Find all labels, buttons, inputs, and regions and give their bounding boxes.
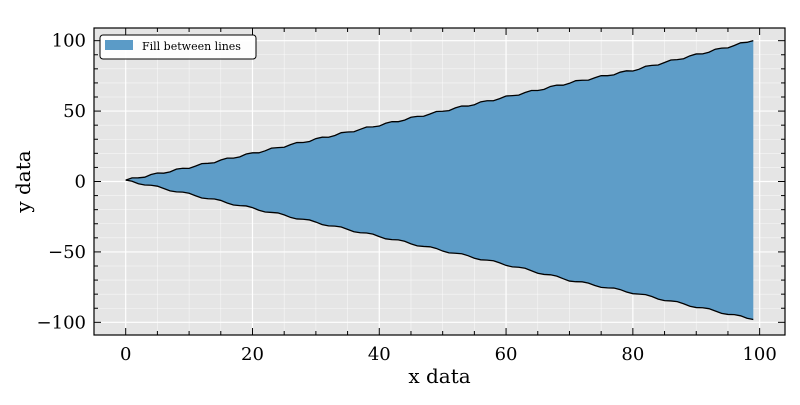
y-tick-label: −100	[37, 312, 86, 333]
x-tick-labels: 0 20 40 60 80 100	[120, 344, 777, 365]
upper-line	[125, 40, 754, 181]
x-tick-label: 80	[621, 344, 644, 365]
legend-box	[99, 34, 257, 60]
y-tick-label: 100	[52, 31, 86, 52]
y-tick-label: −50	[48, 242, 86, 263]
y-tick-labels: −100 −50 0 50 100	[37, 31, 86, 334]
y-tick-label: 0	[75, 172, 86, 193]
legend-label: Fill between lines	[142, 40, 241, 53]
legend: Fill between lines	[99, 34, 257, 60]
y-axis-label: y data	[11, 150, 35, 213]
x-tick-label: 60	[495, 344, 518, 365]
y-tick-label: 50	[63, 101, 86, 122]
x-axis-label: x data	[408, 364, 470, 388]
x-tick-label: 20	[241, 344, 264, 365]
x-tick-label: 100	[742, 344, 776, 365]
x-tick-label: 40	[368, 344, 391, 365]
legend-swatch	[105, 40, 133, 50]
fill-between-area	[125, 40, 754, 320]
x-tick-label: 0	[120, 344, 131, 365]
lower-line	[125, 179, 754, 321]
